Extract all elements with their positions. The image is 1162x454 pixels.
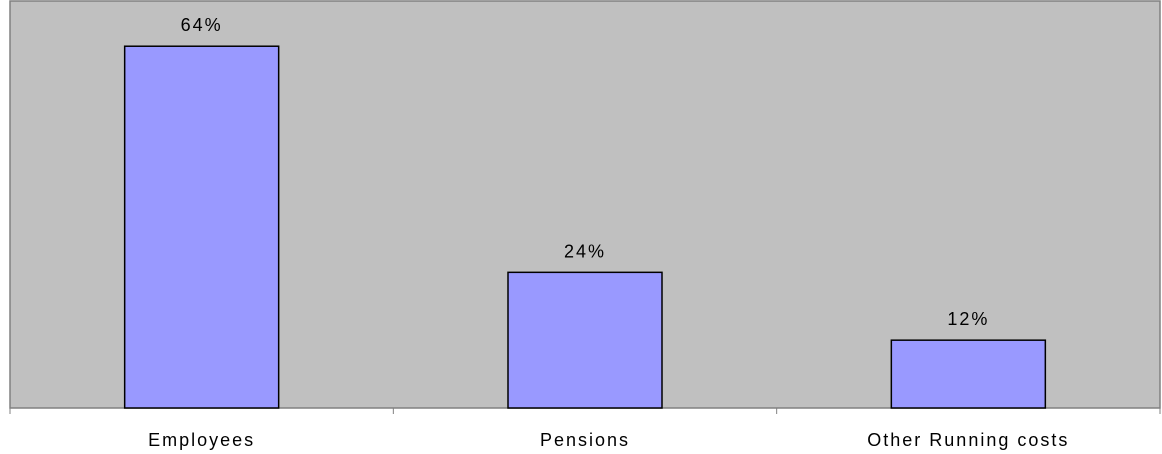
bars-group (123, 45, 1047, 409)
x-axis-ticks (9, 408, 1161, 414)
bar-other-running-costs (890, 339, 1047, 409)
bar-employees (123, 45, 280, 409)
x-tick-label: Pensions (540, 430, 630, 450)
x-axis-labels: Employees Pensions Other Running costs (148, 430, 1069, 450)
data-labels-group: 64% 24% 12% (181, 15, 989, 329)
bar-pensions (507, 271, 663, 409)
data-label: 24% (564, 241, 606, 261)
x-tick-label: Other Running costs (867, 430, 1069, 450)
data-label: 12% (947, 309, 989, 329)
x-tick-label: Employees (148, 430, 255, 450)
data-label: 64% (181, 15, 223, 35)
